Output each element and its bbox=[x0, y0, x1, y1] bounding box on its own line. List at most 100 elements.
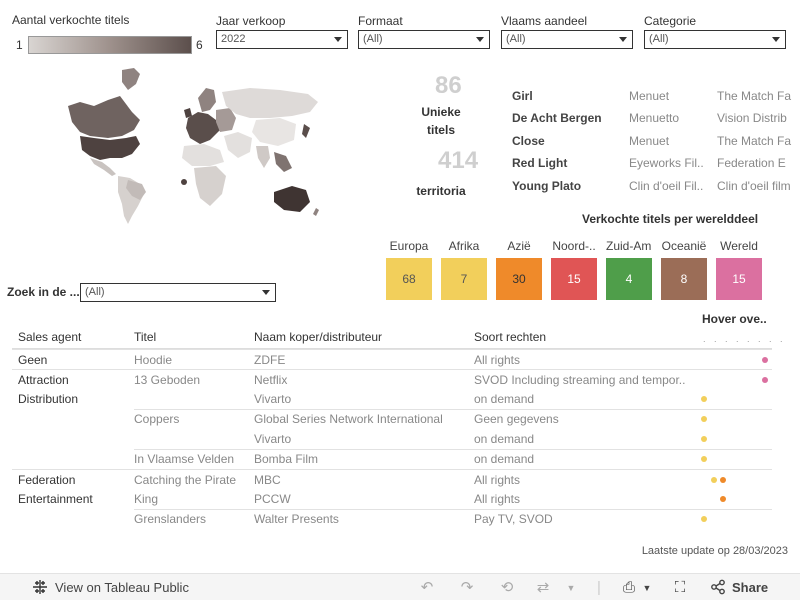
table-row[interactable]: Distribution Vivarto on demand bbox=[12, 389, 772, 409]
map-usa[interactable] bbox=[80, 136, 140, 160]
last-updated: Laatste update op 28/03/2023 bbox=[641, 545, 788, 557]
map-africa-point[interactable] bbox=[181, 179, 187, 185]
filter-year-label: Jaar verkoop bbox=[216, 14, 286, 28]
hover-cell[interactable] bbox=[700, 389, 772, 409]
header-buyer[interactable]: Naam koper/distributeur bbox=[254, 330, 383, 344]
hover-dot[interactable] bbox=[701, 396, 707, 402]
header-title[interactable]: Titel bbox=[134, 330, 157, 344]
hover-dot[interactable] bbox=[762, 357, 768, 363]
top-title-row[interactable]: Close Menuet The Match Fa bbox=[512, 134, 800, 156]
hover-dot[interactable] bbox=[720, 496, 726, 502]
hover-cell[interactable] bbox=[700, 509, 772, 529]
filter-format-dropdown[interactable]: (All) bbox=[358, 30, 490, 49]
map-africa-north[interactable] bbox=[182, 144, 224, 166]
table-row[interactable]: Coppers Global Series Network Internation… bbox=[12, 409, 772, 429]
top-title-row[interactable]: Young Plato Clin d'oeil Fil.. Clin d'oei… bbox=[512, 179, 800, 201]
map-europe-east[interactable] bbox=[216, 108, 236, 132]
map-japan[interactable] bbox=[302, 124, 310, 138]
map-africa-south[interactable] bbox=[194, 166, 226, 206]
hover-dot[interactable] bbox=[701, 456, 707, 462]
refresh-icon[interactable]: ⇄ bbox=[536, 579, 550, 596]
undo-icon[interactable]: ↶ bbox=[420, 579, 434, 596]
continent-tile[interactable]: Oceanië 8 bbox=[661, 239, 707, 300]
table-row[interactable]: Grenslanders Walter Presents Pay TV, SVOD bbox=[12, 509, 772, 529]
continent-tile[interactable]: Zuid-Am.. 4 bbox=[606, 239, 652, 300]
table-row[interactable]: Entertainment King PCCW All rights bbox=[12, 489, 772, 509]
world-map[interactable] bbox=[60, 66, 322, 228]
map-russia[interactable] bbox=[222, 88, 318, 118]
continent-count: 8 bbox=[661, 258, 707, 300]
buyer-cell: Bomba Film bbox=[254, 452, 319, 466]
hover-dot[interactable] bbox=[711, 477, 717, 483]
map-australia[interactable] bbox=[274, 186, 310, 212]
territories-label: territoria bbox=[416, 184, 466, 198]
hover-cell[interactable] bbox=[700, 429, 772, 449]
hover-cell[interactable] bbox=[700, 370, 772, 389]
map-new-zealand[interactable] bbox=[313, 208, 319, 216]
title-cell: Coppers bbox=[134, 412, 180, 426]
redo-icon[interactable]: ↷ bbox=[460, 579, 474, 596]
continent-tile[interactable]: Wereld 15 bbox=[716, 239, 762, 300]
filter-year-value: 2022 bbox=[221, 33, 246, 45]
hover-cell[interactable] bbox=[700, 350, 772, 369]
download-icon[interactable]: ⎙ bbox=[622, 579, 635, 596]
map-greenland[interactable] bbox=[122, 68, 140, 90]
map-legend-title: Aantal verkochte titels bbox=[12, 13, 130, 27]
top-title-name: Young Plato bbox=[512, 178, 582, 193]
filter-year-dropdown[interactable]: 2022 bbox=[216, 30, 348, 49]
map-middle-east[interactable] bbox=[224, 132, 252, 158]
top-title-sales-agent: Federation E bbox=[717, 156, 786, 171]
title-cell: Hoodie bbox=[134, 353, 173, 367]
table-row[interactable]: Vivarto on demand bbox=[12, 429, 772, 449]
map-europe-west[interactable] bbox=[186, 112, 220, 144]
map-southeast-asia[interactable] bbox=[274, 152, 292, 172]
table-row[interactable]: Attraction 13 Geboden Netflix SVOD Includin… bbox=[12, 369, 772, 389]
table-row[interactable]: In Vlaamse Velden Bomba Film on demand bbox=[12, 449, 772, 469]
continent-tile[interactable]: Azië 30 bbox=[496, 239, 542, 300]
hover-dot[interactable] bbox=[762, 377, 768, 383]
title-cell bbox=[134, 389, 254, 409]
header-rights[interactable]: Soort rechten bbox=[474, 330, 547, 344]
hover-cell[interactable] bbox=[700, 470, 772, 489]
hover-cell[interactable] bbox=[700, 409, 772, 429]
filter-flemish-share-dropdown[interactable]: (All) bbox=[501, 30, 633, 49]
top-title-name: Close bbox=[512, 133, 545, 148]
download-chevron-icon[interactable]: ▼ bbox=[642, 583, 652, 593]
sales-table: Sales agent Titel Naam koper/distributeu… bbox=[12, 330, 772, 529]
top-title-sales-agent: Vision Distrib bbox=[717, 111, 787, 126]
map-china[interactable] bbox=[252, 118, 296, 146]
chevron-down-icon[interactable]: ▼ bbox=[566, 583, 576, 593]
hover-cell[interactable] bbox=[700, 449, 772, 469]
map-europe-north[interactable] bbox=[198, 88, 216, 112]
map-mexico[interactable] bbox=[90, 158, 116, 176]
share-button[interactable]: Share bbox=[710, 579, 768, 595]
hover-dot[interactable] bbox=[701, 416, 707, 422]
map-uk[interactable] bbox=[184, 108, 192, 118]
rights-cell: Pay TV, SVOD bbox=[474, 512, 553, 526]
sales-agent-cell bbox=[12, 509, 134, 529]
search-dropdown[interactable]: (All) bbox=[80, 283, 276, 302]
map-india[interactable] bbox=[256, 146, 270, 168]
hover-dot[interactable] bbox=[720, 477, 726, 483]
hover-cell[interactable] bbox=[700, 489, 772, 509]
fullscreen-icon[interactable]: ⛶ bbox=[674, 579, 686, 596]
table-row[interactable]: Federation Catching the Pirate MBC All righ… bbox=[12, 469, 772, 489]
continent-tile[interactable]: Europa 68 bbox=[386, 239, 432, 300]
table-row[interactable]: Geen Hoodie ZDFE All rights bbox=[12, 349, 772, 369]
chevron-down-icon bbox=[772, 37, 780, 42]
top-title-row[interactable]: Girl Menuet The Match Fa bbox=[512, 89, 800, 111]
map-brazil[interactable] bbox=[126, 180, 146, 200]
revert-icon[interactable]: ⟲ bbox=[500, 579, 514, 596]
top-title-row[interactable]: Red Light Eyeworks Fil.. Federation E bbox=[512, 156, 800, 178]
top-title-row[interactable]: De Acht Bergen Menuetto Vision Distrib bbox=[512, 111, 800, 133]
hover-dot[interactable] bbox=[701, 516, 707, 522]
buyer-cell: Netflix bbox=[254, 373, 288, 387]
continent-tile[interactable]: Noord-.. 15 bbox=[551, 239, 597, 300]
filter-category-dropdown[interactable]: (All) bbox=[644, 30, 786, 49]
hover-dot[interactable] bbox=[701, 436, 707, 442]
continent-tile[interactable]: Afrika 7 bbox=[441, 239, 487, 300]
map-legend-max: 6 bbox=[196, 38, 203, 52]
header-sales-agent[interactable]: Sales agent bbox=[18, 330, 82, 344]
map-canada[interactable] bbox=[68, 96, 140, 138]
view-on-tableau-public-link[interactable]: View on Tableau Public bbox=[32, 579, 189, 595]
